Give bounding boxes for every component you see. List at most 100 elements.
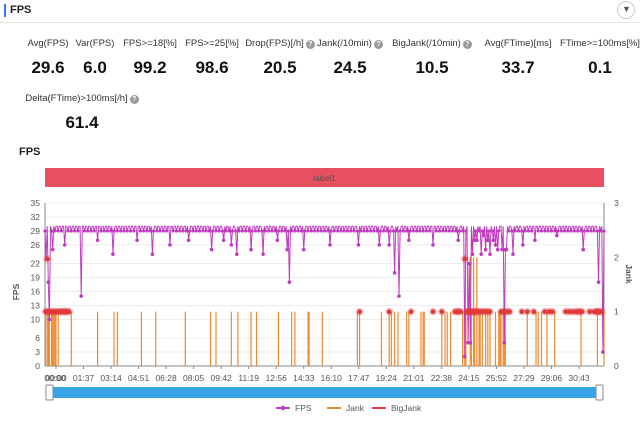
fps-point[interactable]: [589, 229, 593, 233]
fps-point[interactable]: [510, 229, 514, 233]
fps-point[interactable]: [214, 229, 218, 233]
fps-point[interactable]: [184, 229, 188, 233]
fps-point[interactable]: [135, 238, 139, 243]
fps-point[interactable]: [125, 229, 129, 233]
fps-point[interactable]: [235, 252, 239, 257]
fps-point[interactable]: [500, 247, 504, 252]
fps-point[interactable]: [204, 229, 208, 233]
fps-point[interactable]: [43, 229, 47, 233]
fps-point[interactable]: [46, 280, 51, 284]
fps-point[interactable]: [59, 229, 64, 233]
fps-point[interactable]: [290, 229, 294, 233]
fps-point[interactable]: [326, 229, 330, 233]
fps-point[interactable]: [385, 229, 389, 233]
bigjank-point[interactable]: [569, 309, 575, 315]
fps-point[interactable]: [209, 247, 214, 252]
fps-point[interactable]: [342, 229, 346, 233]
info-icon[interactable]: ?: [373, 40, 383, 49]
fps-point[interactable]: [178, 229, 182, 233]
fps-point[interactable]: [151, 229, 156, 233]
fps-point[interactable]: [217, 229, 221, 233]
fps-point[interactable]: [191, 229, 195, 233]
fps-point[interactable]: [220, 229, 225, 233]
fps-point[interactable]: [240, 229, 244, 233]
bigjank-point[interactable]: [599, 309, 605, 315]
fps-point[interactable]: [349, 229, 353, 233]
bigjank-point[interactable]: [487, 309, 493, 315]
info-icon[interactable]: ?: [462, 40, 472, 49]
fps-point[interactable]: [53, 229, 57, 233]
fps-point[interactable]: [328, 243, 332, 247]
bigjank-point[interactable]: [579, 309, 585, 315]
fps-point[interactable]: [230, 229, 235, 233]
bigjank-point[interactable]: [524, 309, 530, 315]
fps-point[interactable]: [66, 229, 70, 233]
fps-point[interactable]: [355, 229, 359, 233]
fps-point[interactable]: [49, 229, 54, 233]
fps-point[interactable]: [283, 229, 287, 233]
fps-point[interactable]: [261, 252, 265, 257]
fps-point[interactable]: [411, 229, 415, 233]
fps-point[interactable]: [595, 229, 600, 233]
fps-point[interactable]: [111, 252, 115, 257]
fps-point[interactable]: [486, 238, 490, 243]
fps-point[interactable]: [516, 229, 521, 233]
fps-point[interactable]: [207, 229, 212, 233]
fps-point[interactable]: [387, 243, 391, 247]
fps-point[interactable]: [395, 229, 399, 233]
fps-point[interactable]: [477, 229, 481, 233]
fps-point[interactable]: [309, 229, 313, 233]
fps-point[interactable]: [526, 229, 530, 233]
fps-point[interactable]: [296, 229, 300, 233]
fps-point[interactable]: [102, 229, 106, 233]
fps-point[interactable]: [168, 243, 172, 247]
fps-point[interactable]: [582, 229, 586, 233]
fps-point[interactable]: [158, 229, 162, 233]
bigjank-point[interactable]: [587, 309, 593, 315]
fps-point[interactable]: [462, 354, 467, 359]
fps-point[interactable]: [273, 229, 277, 233]
fps-point[interactable]: [418, 229, 422, 233]
fps-point[interactable]: [599, 229, 603, 233]
fps-point[interactable]: [596, 280, 601, 284]
fps-point[interactable]: [352, 229, 356, 233]
fps-point[interactable]: [407, 238, 411, 243]
fps-point[interactable]: [585, 229, 590, 233]
fps-point[interactable]: [56, 229, 60, 233]
bigjank-point[interactable]: [563, 309, 569, 315]
fps-point[interactable]: [414, 229, 419, 233]
fps-point[interactable]: [345, 229, 350, 233]
fps-point[interactable]: [372, 229, 376, 233]
fps-point[interactable]: [378, 229, 382, 233]
fps-point[interactable]: [332, 229, 336, 233]
fps-point[interactable]: [47, 317, 52, 322]
bigjank-point[interactable]: [462, 256, 468, 262]
fps-point[interactable]: [388, 229, 392, 233]
zoom-slider-handle-right[interactable]: [595, 384, 604, 401]
fps-point[interactable]: [339, 229, 343, 233]
fps-point[interactable]: [362, 229, 366, 233]
fps-point[interactable]: [145, 229, 149, 233]
fps-point[interactable]: [119, 229, 123, 233]
fps-point[interactable]: [520, 229, 524, 233]
fps-point[interactable]: [306, 229, 310, 233]
fps-point[interactable]: [250, 229, 254, 233]
fps-point[interactable]: [237, 229, 241, 233]
fps-point[interactable]: [470, 252, 475, 257]
fps-point[interactable]: [105, 229, 110, 233]
zoom-slider-track[interactable]: [49, 387, 600, 398]
fps-point[interactable]: [391, 229, 396, 233]
fps-point[interactable]: [224, 229, 228, 233]
fps-point[interactable]: [553, 229, 557, 233]
bigjank-point[interactable]: [44, 256, 50, 262]
fps-point[interactable]: [504, 247, 509, 252]
fps-point[interactable]: [95, 238, 100, 243]
fps-point[interactable]: [356, 243, 361, 247]
fps-point[interactable]: [316, 229, 320, 233]
fps-point[interactable]: [457, 229, 461, 233]
fps-point[interactable]: [502, 340, 507, 345]
bigjank-point[interactable]: [408, 309, 414, 315]
fps-point[interactable]: [539, 229, 544, 233]
fps-point[interactable]: [313, 229, 317, 233]
fps-point[interactable]: [398, 229, 402, 233]
